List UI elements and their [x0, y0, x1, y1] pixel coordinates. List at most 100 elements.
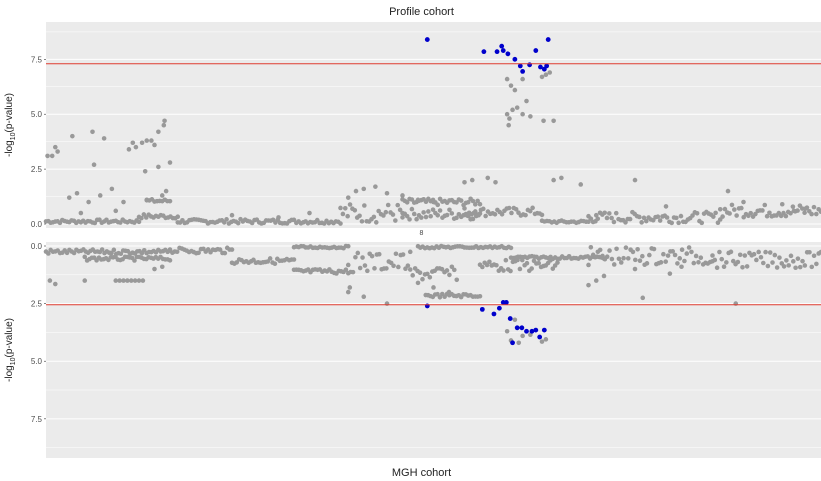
top-panel-background: [46, 22, 821, 228]
snp-point: [753, 211, 758, 217]
snp-point: [53, 281, 58, 287]
snp-point: [664, 215, 670, 220]
snp-point: [410, 273, 415, 278]
snp-point: [449, 264, 455, 270]
snp-point: [167, 258, 173, 263]
snp-point: [788, 253, 794, 259]
snp-point: [167, 160, 173, 165]
snp-point: [372, 266, 377, 271]
snp-point: [437, 294, 443, 300]
snp-point: [340, 211, 346, 217]
snp-point: [722, 206, 728, 212]
snp-point: [465, 199, 471, 205]
snp-point: [152, 266, 157, 272]
snp-point: [347, 285, 353, 290]
snp-point: [420, 276, 425, 282]
snp-point: [426, 209, 431, 214]
significant-snp-point: [481, 49, 487, 55]
snp-point: [623, 220, 628, 225]
snp-point: [396, 264, 401, 270]
significant-snp-point: [544, 63, 550, 69]
snp-point: [640, 253, 645, 259]
snp-point: [71, 250, 77, 256]
snp-point: [630, 249, 636, 255]
snp-point: [82, 278, 88, 283]
snp-point: [373, 220, 379, 225]
snp-point: [400, 193, 405, 198]
snp-point: [667, 271, 673, 276]
snp-point: [345, 195, 351, 200]
snp-point: [345, 262, 351, 268]
snp-point: [578, 182, 584, 187]
snp-point: [811, 204, 817, 210]
snp-point: [663, 259, 669, 264]
snp-point: [74, 190, 80, 196]
snp-point: [715, 220, 721, 225]
snp-point: [483, 213, 488, 219]
snp-point: [729, 202, 735, 208]
y-tick-label: 2.5: [31, 300, 43, 309]
significant-snp-point: [520, 69, 526, 74]
snp-point: [520, 76, 525, 82]
snp-point: [504, 76, 510, 82]
snp-point: [113, 278, 119, 283]
top-panel-grid: [46, 31, 821, 225]
significant-snp-point: [527, 62, 532, 68]
snp-point: [784, 258, 789, 263]
snp-point: [384, 266, 389, 271]
snp-point: [675, 261, 680, 266]
snp-point: [516, 340, 522, 346]
snp-point: [593, 278, 599, 283]
snp-point: [724, 260, 729, 265]
snp-point: [756, 249, 761, 255]
snp-point: [393, 218, 398, 223]
significant-snp-point: [519, 325, 525, 331]
snp-point: [727, 211, 732, 216]
snp-point: [625, 256, 631, 261]
snp-point: [665, 253, 671, 258]
snp-point: [475, 198, 480, 204]
snp-point: [435, 212, 441, 218]
snp-point: [721, 264, 727, 270]
snp-point: [353, 254, 358, 260]
snp-point: [640, 295, 646, 301]
snp-point: [462, 179, 467, 185]
snp-point: [447, 272, 452, 278]
snp-point: [520, 111, 525, 117]
chromosome-strip-label: 8: [420, 230, 424, 237]
snp-point: [795, 208, 800, 213]
y-tick-label: 0.0: [31, 220, 43, 229]
snp-point: [751, 251, 757, 257]
snp-point: [517, 266, 523, 272]
snp-point: [530, 205, 535, 211]
snp-point: [539, 74, 545, 80]
snp-point: [462, 206, 467, 211]
snp-point: [712, 257, 718, 263]
snp-point: [639, 220, 644, 225]
snp-point: [523, 212, 528, 218]
snp-point: [430, 207, 436, 212]
snp-point: [391, 263, 396, 269]
snp-point: [714, 265, 720, 270]
snp-point: [421, 210, 426, 215]
snp-point: [128, 278, 134, 283]
snp-point: [740, 265, 745, 270]
snp-point: [741, 199, 746, 205]
snp-point: [719, 256, 725, 262]
snp-point: [616, 256, 622, 262]
snp-point: [684, 251, 690, 256]
snp-point: [514, 105, 520, 110]
snp-point: [802, 210, 807, 216]
snp-point: [46, 251, 51, 256]
significant-snp-point: [505, 51, 511, 57]
snp-point: [698, 255, 704, 260]
snp-point: [121, 199, 126, 205]
significant-snp-point: [533, 327, 539, 333]
significant-snp-point: [533, 48, 539, 53]
snp-point: [507, 116, 512, 121]
snp-point: [493, 179, 498, 185]
snp-point: [222, 250, 228, 256]
snp-point: [720, 214, 725, 219]
snp-point: [117, 278, 122, 283]
snp-point: [512, 87, 518, 93]
